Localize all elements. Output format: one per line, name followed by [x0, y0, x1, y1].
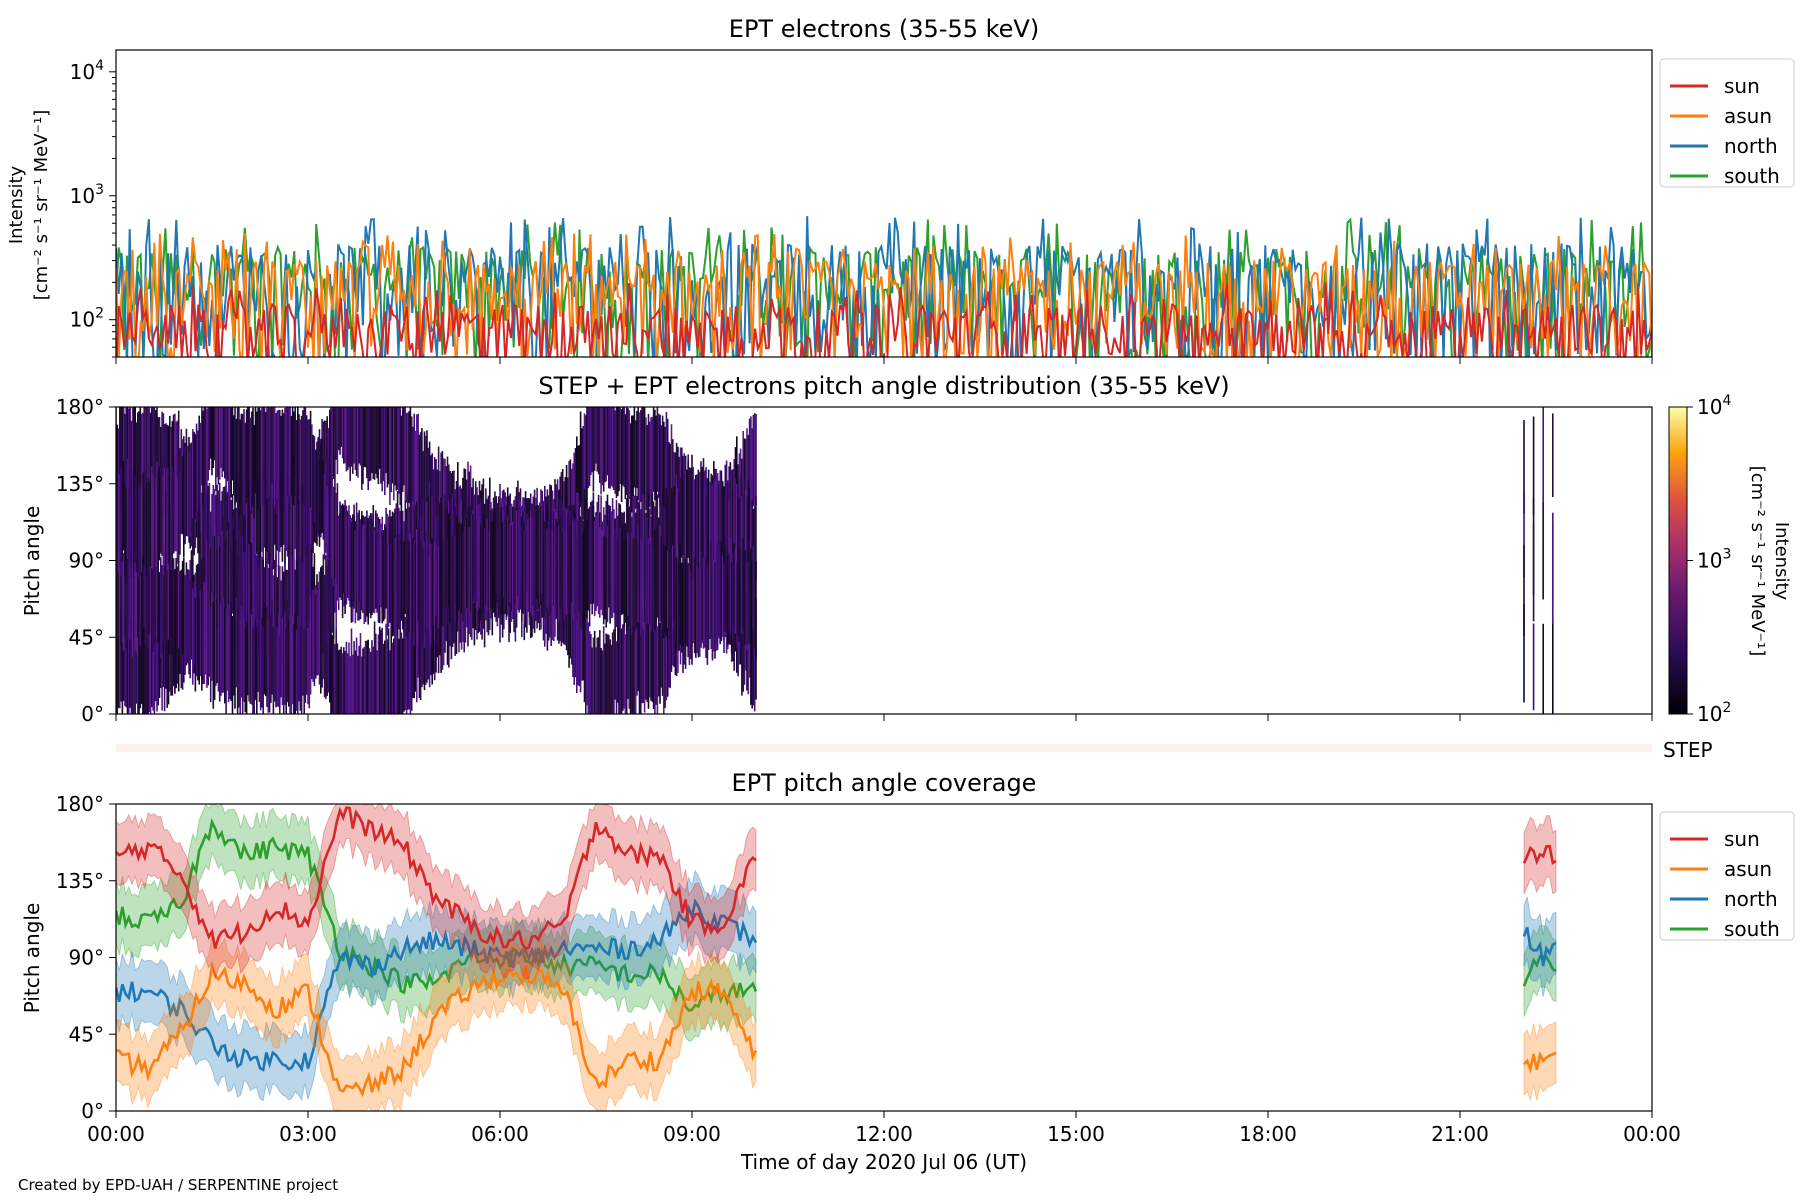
- pad-title: STEP + EPT electrons pitch angle distrib…: [538, 372, 1229, 400]
- x-tick-label: 09:00: [663, 1122, 721, 1146]
- intensity-panel: EPT electrons (35-55 keV) Intensity [cm⁻² …: [6, 15, 1795, 358]
- pad-ylabel: Pitch angle: [20, 506, 44, 617]
- series-north-line: [1522, 927, 1557, 967]
- colorbar-label: Intensity: [1771, 522, 1792, 601]
- x-tick-label: 00:00: [1623, 1122, 1681, 1146]
- y-tick-label: 103: [70, 182, 104, 208]
- x-tick-label: 12:00: [855, 1122, 913, 1146]
- pad-heatmap: [116, 407, 1554, 714]
- legend-box: [1659, 58, 1795, 188]
- legend-label-asun: asun: [1724, 857, 1772, 881]
- colorbar: [1668, 406, 1688, 715]
- colorbar-tick-label: 103: [1697, 547, 1731, 573]
- x-tick-label: 00:00: [87, 1122, 145, 1146]
- x-tick-label: 21:00: [1431, 1122, 1489, 1146]
- legend-label-sun: sun: [1724, 74, 1760, 98]
- x-tick-label: 06:00: [471, 1122, 529, 1146]
- pad-panel: 0° 45° 90° 135° 180° STEP + EPT electrons pit…: [20, 372, 1792, 726]
- x-tick-label: 15:00: [1047, 1122, 1105, 1146]
- colorbar-unit: [cm⁻² s⁻¹ sr⁻¹ MeV⁻¹]: [1747, 466, 1768, 657]
- legend-label-asun: asun: [1724, 104, 1772, 128]
- y-tick-label: 135°: [56, 869, 104, 893]
- y-tick-label: 45°: [69, 625, 104, 649]
- series-asun-line: [116, 233, 1652, 357]
- series-sun-band: [116, 804, 757, 981]
- legend-label-north: north: [1724, 134, 1778, 158]
- legend-box: [1659, 811, 1795, 941]
- series-sun-line: [116, 282, 1652, 357]
- colorbar-tick-label: 102: [1697, 700, 1731, 726]
- y-tick-label: 90°: [69, 549, 104, 573]
- series-asun-line: [116, 961, 758, 1098]
- legend-label-sun: sun: [1724, 827, 1760, 851]
- series-north-band: [116, 869, 757, 1102]
- series-asun-band: [116, 934, 757, 1111]
- coverage-plot: [116, 804, 1557, 1111]
- y-tick-label: 90°: [69, 946, 104, 970]
- step-band: [116, 744, 1652, 752]
- y-tick-label: 135°: [56, 472, 104, 496]
- series-asun-line: [1523, 1051, 1557, 1074]
- x-axis-label: Time of day 2020 Jul 06 (UT): [740, 1150, 1027, 1174]
- legend-label-north: north: [1724, 887, 1778, 911]
- x-tick-label: 03:00: [279, 1122, 337, 1146]
- y-tick-label: 102: [70, 306, 104, 332]
- intensity-legend: sun asun north south: [1659, 58, 1795, 188]
- step-label: STEP: [1663, 738, 1713, 762]
- y-tick-label: 104: [70, 58, 104, 84]
- series-asun-band: [1523, 1021, 1557, 1102]
- y-tick-label: 0°: [81, 1099, 104, 1123]
- series-south-line: [116, 818, 758, 1012]
- intensity-lines: [116, 216, 1652, 357]
- legend-label-south: south: [1724, 917, 1780, 941]
- series-sun-line: [1522, 844, 1557, 866]
- intensity-ylabel: Intensity: [6, 165, 27, 244]
- credit-text: Created by EPD-UAH / SERPENTINE project: [18, 1176, 339, 1194]
- y-tick-label: 0°: [81, 702, 104, 726]
- series-north-line: [116, 898, 758, 1073]
- legend-label-south: south: [1724, 164, 1780, 188]
- intensity-title: EPT electrons (35-55 keV): [729, 15, 1039, 43]
- coverage-title: EPT pitch angle coverage: [732, 769, 1037, 797]
- coverage-ylabel: Pitch angle: [20, 903, 44, 1014]
- y-tick-label: 45°: [69, 1022, 104, 1046]
- series-south-line: [1522, 955, 1557, 987]
- x-tick-label: 18:00: [1239, 1122, 1297, 1146]
- y-tick-label: 180°: [56, 395, 104, 419]
- series-sun-line: [116, 806, 757, 951]
- colorbar-tick-label: 104: [1697, 393, 1731, 419]
- series-south-band: [116, 804, 757, 1042]
- coverage-legend: sun asun north south: [1659, 811, 1795, 941]
- y-tick-label: 180°: [56, 792, 104, 816]
- intensity-yunit: [cm⁻² s⁻¹ sr⁻¹ MeV⁻¹]: [31, 110, 52, 301]
- coverage-panel: 0° 45° 90° 135° 180° EPT pitch angle coverage…: [20, 769, 1795, 1123]
